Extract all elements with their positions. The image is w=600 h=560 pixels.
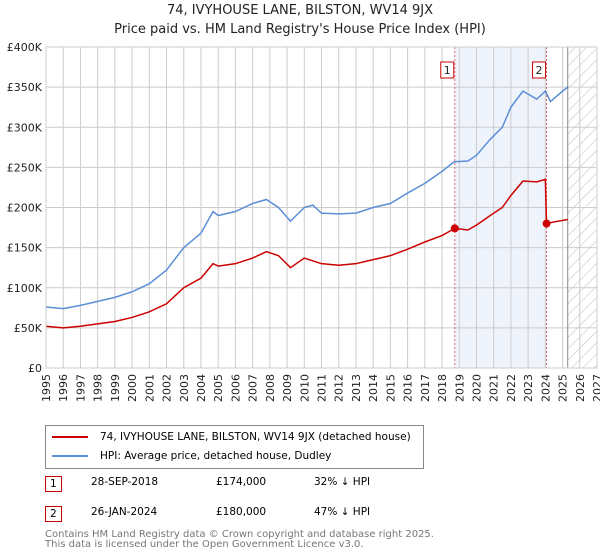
sale-hpi-diff: 32% ↓ HPI xyxy=(314,476,371,488)
x-tick-label: 2012 xyxy=(333,374,346,402)
y-tick-label: £200K xyxy=(7,202,43,215)
x-tick-label: 2026 xyxy=(574,374,587,402)
x-tick-label: 1996 xyxy=(57,374,70,402)
x-tick-label: 2020 xyxy=(470,374,483,402)
plot-area: 1995 1996 1997 1998 1999 2000 2001 2002 2003 2004… xyxy=(7,41,600,402)
sale-marker-box xyxy=(440,61,455,79)
x-tick-label: 2009 xyxy=(281,374,294,402)
x-tick-label: 2005 xyxy=(212,374,225,402)
sale-price: £174,000 xyxy=(216,476,267,488)
x-tick-label: 2019 xyxy=(453,374,466,402)
x-tick-label: 2015 xyxy=(384,374,397,402)
x-tick-label: 1995 xyxy=(40,374,53,402)
chart-subtitle: Price paid vs. HM Land Registry's House … xyxy=(114,22,486,37)
x-tick-label: 2027 xyxy=(591,374,600,402)
x-tick-label: 2003 xyxy=(178,374,191,402)
sale-marker-label: 1 xyxy=(45,476,62,492)
x-tick-label: 2000 xyxy=(126,374,139,402)
x-tick-label: 2002 xyxy=(161,374,174,402)
plot-border xyxy=(45,46,598,369)
y-tick-label: £0 xyxy=(28,362,42,375)
sale-marker-box xyxy=(532,61,547,79)
legend-label-hpi: HPI: Average price, detached house, Dudl… xyxy=(100,450,332,462)
chart-title: 74, IVYHOUSE LANE, BILSTON, WV14 9JX xyxy=(166,3,434,18)
x-tick-label: 2021 xyxy=(488,374,501,402)
x-tick-label: 2013 xyxy=(350,374,363,402)
y-tick-label: £350K xyxy=(7,81,43,94)
y-tick-label: £100K xyxy=(7,282,43,295)
legend-label-property: 74, IVYHOUSE LANE, BILSTON, WV14 9JX (de… xyxy=(100,431,411,443)
x-tick-label: 1998 xyxy=(92,374,105,402)
y-tick-label: £300K xyxy=(7,121,43,134)
y-tick-label: £50K xyxy=(14,322,43,335)
x-tick-label: 2017 xyxy=(419,374,432,402)
x-tick-label: 1999 xyxy=(109,374,122,402)
sale-marker-label: 2 xyxy=(536,64,543,77)
sale-hpi-diff: 47% ↓ HPI xyxy=(314,506,371,518)
y-tick-label: £150K xyxy=(7,242,43,255)
x-tick-label: 2024 xyxy=(539,374,552,402)
x-tick-label: 2025 xyxy=(557,374,570,402)
footer: Contains HM Land Registry data © Crown c… xyxy=(45,529,434,550)
x-tick-label: 2018 xyxy=(436,374,449,402)
x-tick-label: 2023 xyxy=(522,374,535,402)
series-line xyxy=(45,178,568,329)
sale-marker-label: 1 xyxy=(444,64,451,77)
x-tick-label: 2016 xyxy=(402,374,415,402)
y-tick-label: £250K xyxy=(7,161,43,174)
sale-date: 28-SEP-2018 xyxy=(91,476,159,488)
series-line xyxy=(45,86,569,310)
sale-marker-label: 2 xyxy=(45,506,62,522)
legend-swatch-hpi xyxy=(52,455,88,457)
x-tick-label: 2011 xyxy=(316,374,329,402)
y-tick-label: £400K xyxy=(7,41,43,54)
sale-point xyxy=(542,219,551,228)
x-tick-label: 2022 xyxy=(505,374,518,402)
legend-swatch-property xyxy=(52,436,88,438)
x-tick-label: 2004 xyxy=(195,374,208,402)
sale-price: £180,000 xyxy=(216,506,267,518)
x-tick-label: 2006 xyxy=(229,374,242,402)
x-tick-label: 1997 xyxy=(74,374,87,402)
x-tick-label: 2001 xyxy=(143,374,156,402)
x-tick-label: 2010 xyxy=(298,374,311,402)
x-tick-label: 2007 xyxy=(247,374,260,402)
sale-date: 26-JAN-2024 xyxy=(91,506,158,518)
x-tick-label: 2014 xyxy=(367,374,380,402)
sale-point xyxy=(450,224,459,233)
x-tick-label: 2008 xyxy=(264,374,277,402)
legend: 74, IVYHOUSE LANE, BILSTON, WV14 9JX (de… xyxy=(45,425,424,469)
